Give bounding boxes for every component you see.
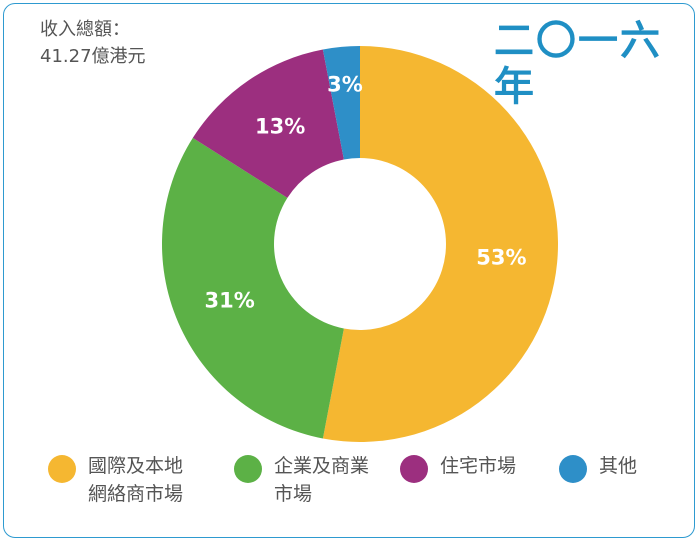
revenue-value: 41.27億港元: [40, 46, 146, 67]
slice-label-other: 3%: [327, 73, 363, 97]
slice-residential: [192, 49, 344, 198]
legend-label-enterprise: 企業及商業 市場: [274, 455, 370, 505]
revenue-summary: 收入總額： 41.27億港元: [40, 16, 146, 70]
legend-swatch-other: [559, 455, 587, 483]
slice-enterprise: [161, 137, 344, 439]
revenue-label: 收入總額：: [40, 19, 130, 40]
legend-swatch-international: [48, 455, 76, 483]
slice-label-enterprise: 31%: [205, 288, 255, 312]
legend-label-international: 國際及本地 網絡商市場: [88, 455, 184, 505]
slice-international: [322, 46, 558, 442]
legend-item-other: 其他: [559, 452, 637, 483]
legend-item-residential: 住宅市場: [400, 452, 516, 483]
slice-label-international: 53%: [476, 245, 526, 269]
legend-label-residential: 住宅市場: [440, 455, 517, 477]
legend-swatch-enterprise: [234, 455, 262, 483]
chart-title-year: 二〇一六年: [494, 18, 662, 110]
legend-item-enterprise: 企業及商業 市場: [234, 452, 369, 508]
legend-item-international: 國際及本地 網絡商市場: [48, 452, 183, 508]
legend-label-other: 其他: [599, 455, 638, 477]
legend-swatch-residential: [400, 455, 428, 483]
slice-label-residential: 13%: [255, 115, 305, 139]
slice-other: [322, 46, 360, 160]
